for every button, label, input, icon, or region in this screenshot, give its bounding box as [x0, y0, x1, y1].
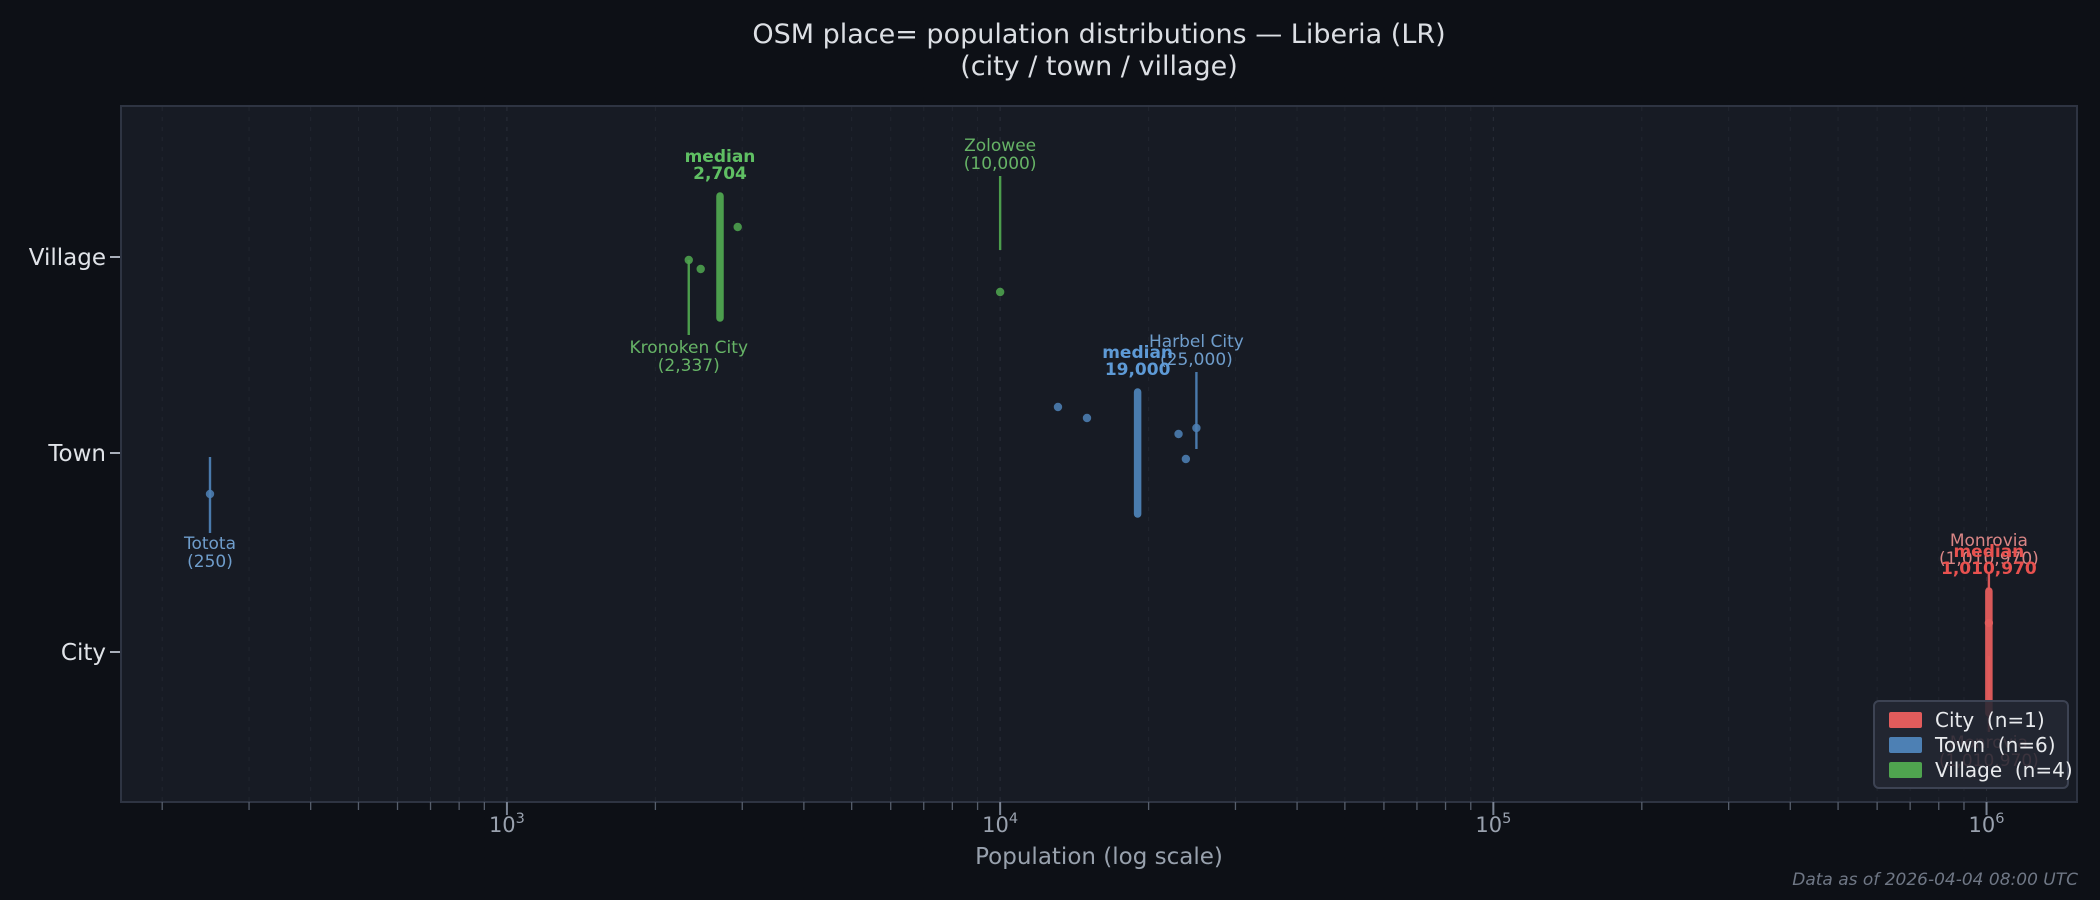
x-tick-label: 104	[982, 811, 1018, 837]
y-category-label-city: City	[61, 640, 106, 666]
data-point-town	[1174, 429, 1183, 439]
chart-title-line1: OSM place= population distributions — Li…	[752, 19, 1446, 50]
legend-swatch-town	[1889, 736, 1922, 753]
data-point-village-zolowee	[995, 287, 1005, 297]
data-point-town	[1082, 413, 1092, 423]
annotation-name-town: Harbel City	[1149, 332, 1244, 352]
x-tick-label: 105	[1475, 811, 1511, 837]
median-word-town: median	[1102, 343, 1173, 363]
median-value-town: 19,000	[1105, 360, 1171, 380]
y-category-label-town: Town	[47, 441, 106, 467]
y-category-label-village: Village	[29, 245, 106, 271]
footer-note: Data as of 2026-04-04 08:00 UTC	[1792, 870, 2078, 890]
data-point-city-monrovia	[1984, 618, 1994, 628]
data-point-town	[1053, 402, 1063, 412]
legend-item-town: Town (n=6)	[1889, 733, 2059, 757]
median-value-city: 1,010,970	[1941, 559, 2037, 579]
data-point-town-totota	[205, 489, 215, 499]
data-point-village-kronoken-city	[684, 255, 693, 265]
data-point-village	[733, 222, 742, 232]
annotation-value-village: (10,000)	[964, 154, 1037, 174]
plot-panel	[120, 105, 2078, 803]
chart-title: OSM place= population distributions — Li…	[121, 19, 2077, 83]
legend-swatch-village	[1889, 761, 1922, 778]
annotation-value-town: (250)	[187, 552, 233, 572]
legend-swatch-city	[1889, 711, 1922, 728]
median-value-village: 2,704	[693, 164, 747, 184]
data-point-town	[1181, 454, 1191, 464]
legend-label-village: Village (n=4)	[1935, 757, 2073, 782]
annotation-name-village: Kronoken City	[629, 338, 748, 358]
legend-label-city: City (n=1)	[1935, 707, 2045, 732]
chart-title-line2: (city / town / village)	[960, 51, 1238, 82]
annotation-name-town: Totota	[183, 534, 236, 554]
annotation-value-village: (2,337)	[658, 356, 720, 376]
median-word-city: median	[1953, 542, 2024, 562]
legend-label-town: Town (n=6)	[1935, 732, 2056, 757]
x-axis-title: Population (log scale)	[975, 844, 1223, 870]
legend-item-city: City (n=1)	[1889, 708, 2059, 732]
annotation-name-village: Zolowee	[964, 136, 1036, 156]
annotation-name-city: Monrovia	[1950, 531, 2028, 551]
median-word-village: median	[685, 147, 756, 167]
annotation-value-town: (25,000)	[1160, 350, 1233, 370]
legend: City (n=1) Town (n=6) Village (n=4)	[1873, 700, 2073, 789]
x-tick-label: 106	[1969, 811, 2005, 837]
data-point-village	[696, 264, 705, 274]
legend-item-village: Village (n=4)	[1889, 758, 2073, 782]
x-tick-label: 103	[489, 811, 525, 837]
data-point-town-harbel-city	[1192, 423, 1201, 433]
annotation-value-city: (1,010,970)	[1939, 549, 2039, 569]
